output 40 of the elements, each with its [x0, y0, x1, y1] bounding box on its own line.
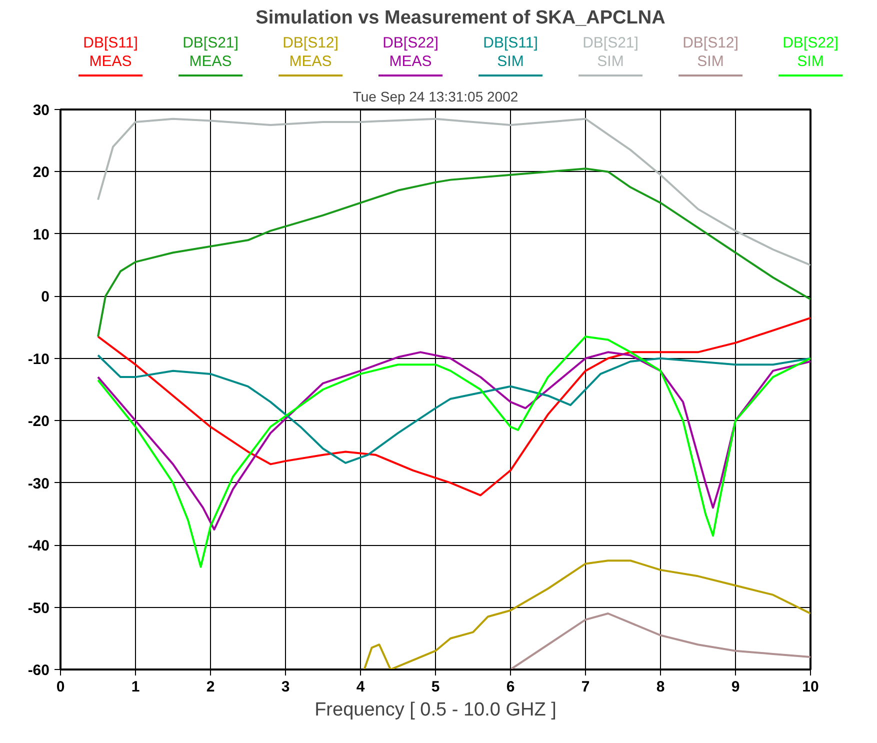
line-series — [363, 560, 810, 670]
y-tick-label: -30 — [28, 475, 50, 492]
y-tick-label: 20 — [32, 164, 50, 182]
text: DB[S21] MEAS — [182, 34, 238, 70]
x-tick-label: 0 — [56, 678, 65, 696]
text: DB[S22] MEAS — [382, 34, 438, 70]
y-tick-label: -20 — [28, 413, 50, 430]
y-tick-label: 10 — [32, 226, 50, 244]
x-tick-label: 6 — [506, 678, 515, 696]
y-tick-label: 30 — [32, 102, 50, 119]
text: DB[S11] SIM — [483, 34, 538, 70]
x-tick-label: 1 — [131, 678, 140, 696]
x-tick-label: 8 — [656, 678, 665, 696]
text: DB[S21] SIM — [582, 34, 638, 70]
x-tick-label: 7 — [581, 678, 590, 696]
line-series — [97, 336, 810, 568]
chart-title: Simulation vs Measurement of SKA_APCLNA — [256, 8, 666, 28]
x-tick-label: 9 — [731, 678, 740, 696]
y-tick-label: -10 — [28, 350, 50, 368]
line-series — [97, 354, 810, 464]
text: Tue Sep 24 13:31:05 2002 — [352, 88, 518, 104]
y-tick-label: -40 — [28, 538, 50, 555]
x-tick-label: 4 — [356, 678, 366, 696]
x-axis-title: Frequency [ 0.5 - 10.0 GHZ ] — [314, 700, 556, 720]
line-series — [97, 316, 810, 496]
text: DB[S12] MEAS — [282, 34, 338, 70]
line-series — [97, 118, 810, 266]
x-tick-label: 3 — [281, 678, 290, 696]
text: DB[S22] SIM — [782, 34, 838, 70]
y-tick-label: 0 — [41, 288, 50, 306]
line-series — [510, 612, 810, 670]
line-series — [97, 351, 810, 530]
x-tick-label: 5 — [431, 678, 440, 696]
y-tick-label: -50 — [28, 600, 50, 617]
x-tick-label: 10 — [802, 678, 819, 696]
y-tick-label: -60 — [28, 662, 50, 679]
x-tick-label: 2 — [206, 678, 215, 696]
text: DB[S11] MEAS — [83, 34, 138, 70]
text: DB[S12] SIM — [682, 34, 738, 70]
line-series — [97, 168, 810, 338]
